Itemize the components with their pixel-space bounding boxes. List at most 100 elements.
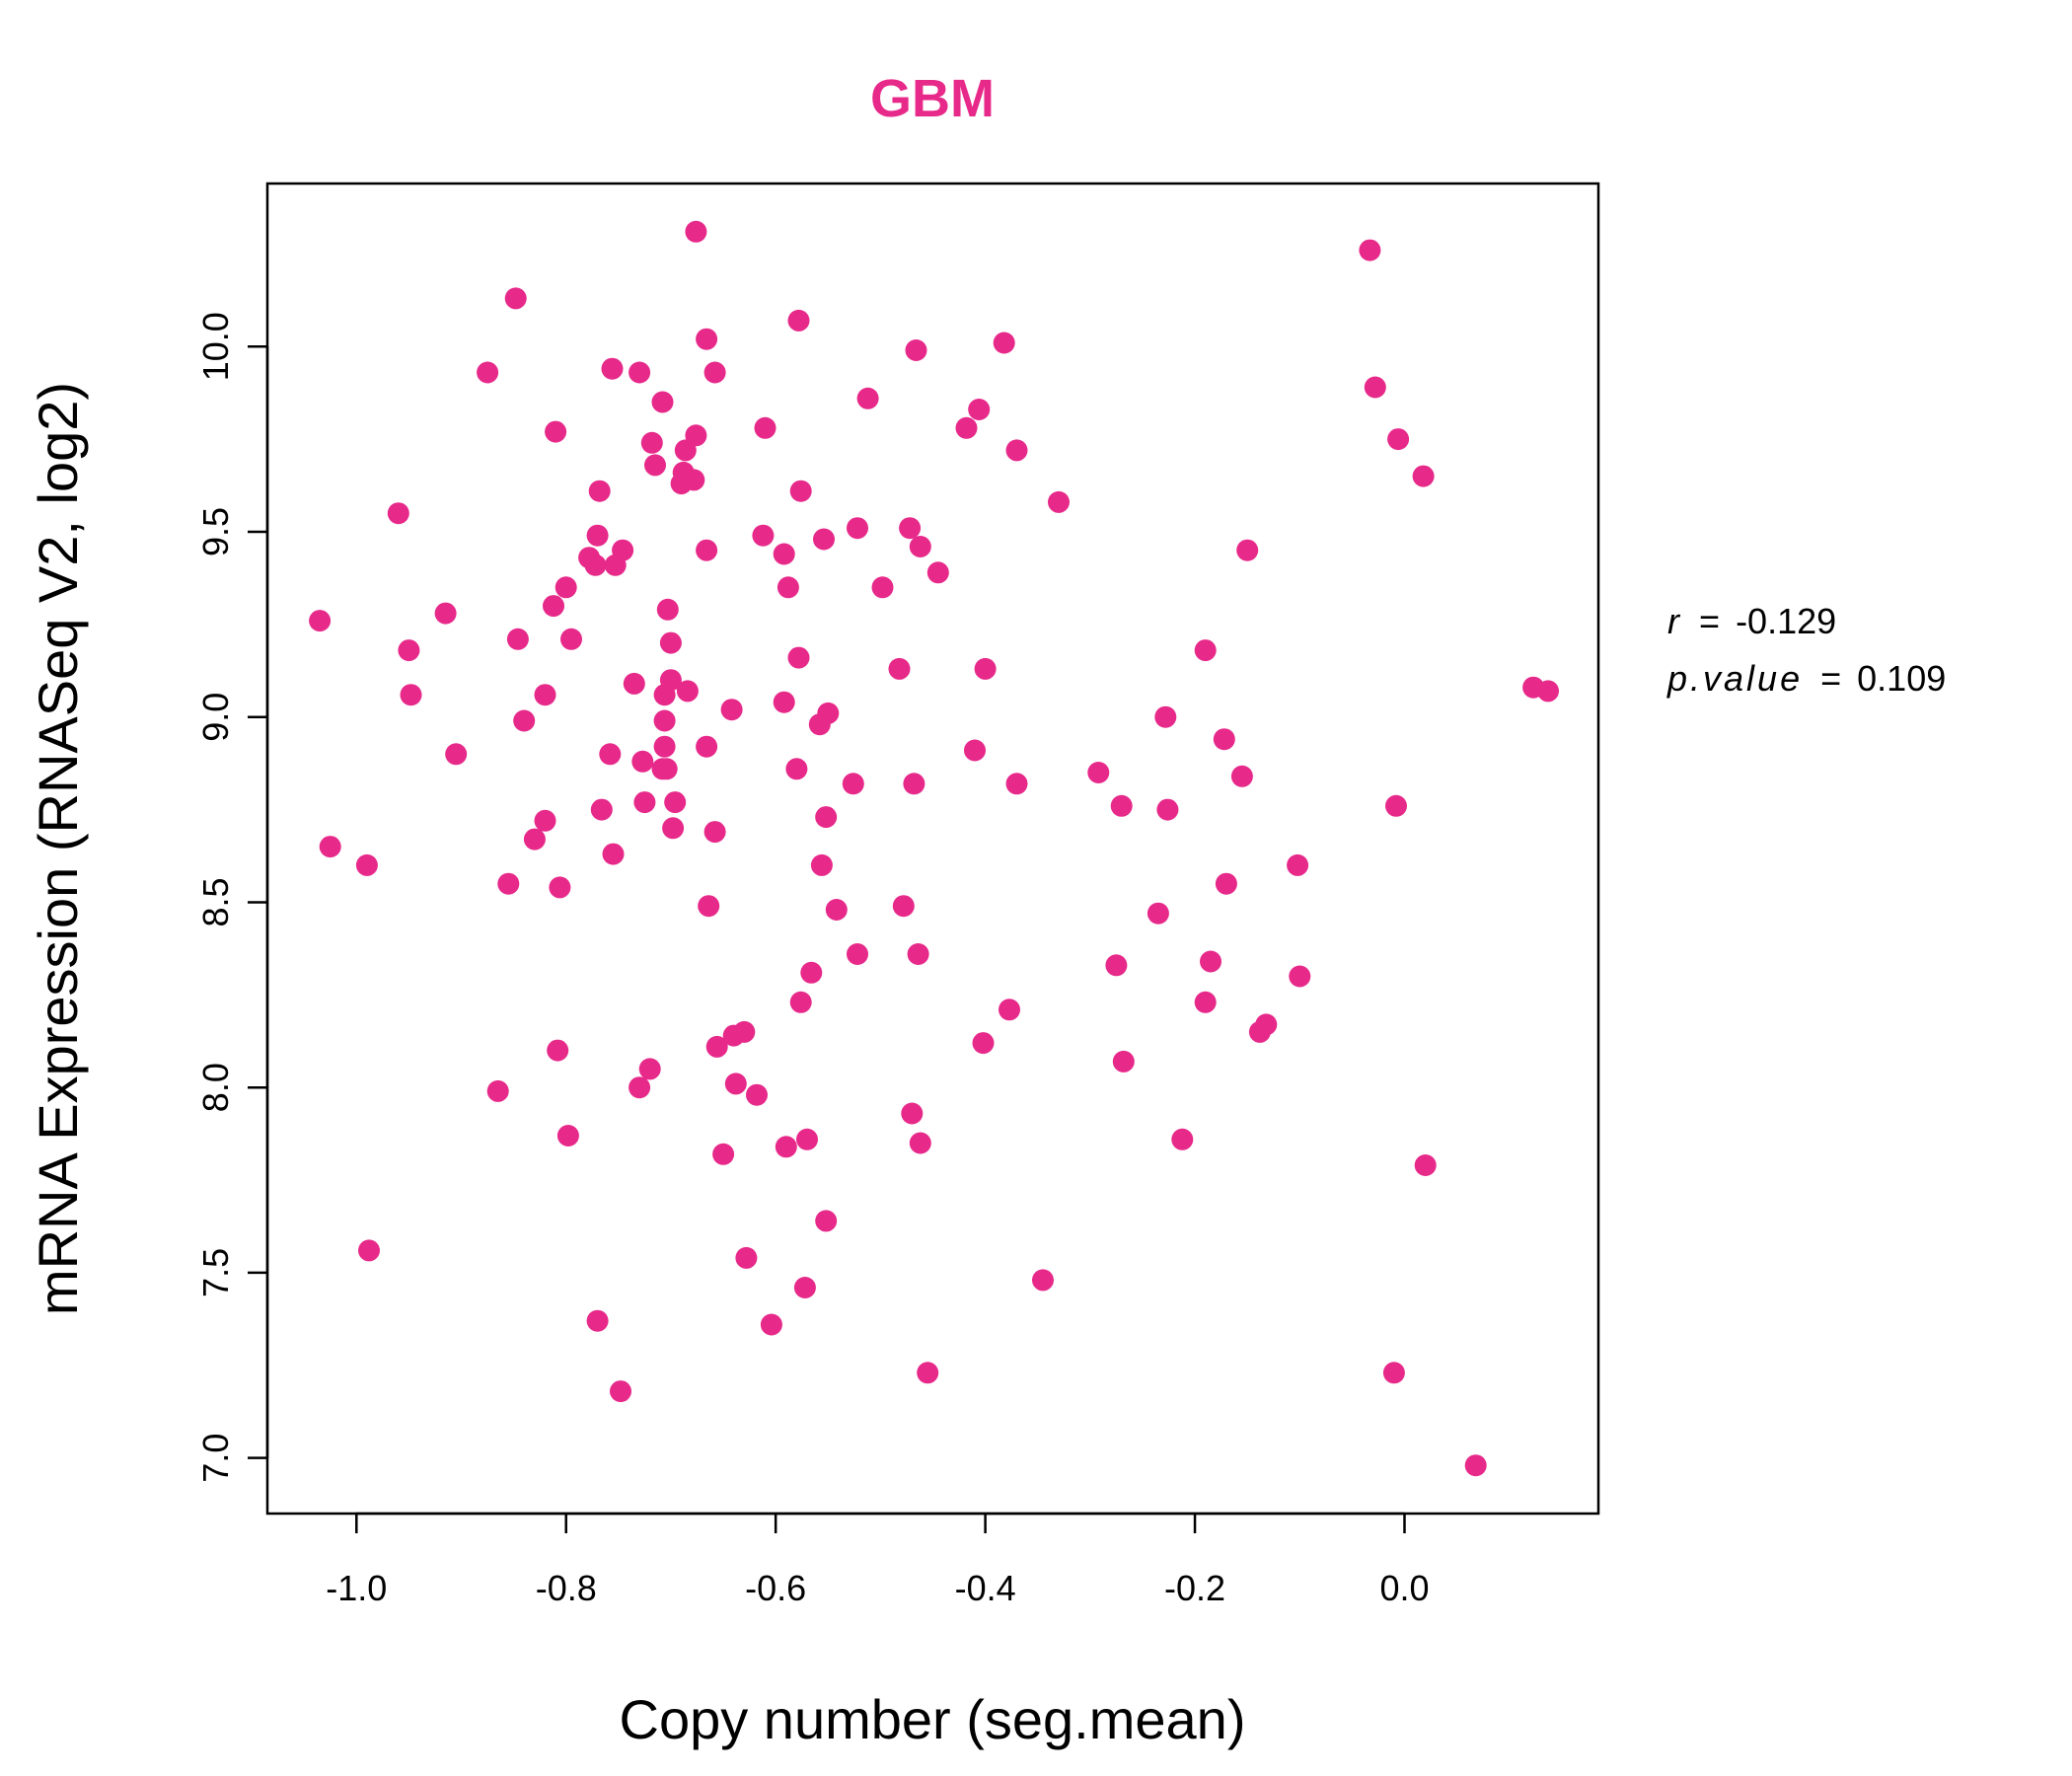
p-equals: = bbox=[1820, 658, 1841, 699]
y-tick-label-3: 8.5 bbox=[195, 877, 236, 926]
data-point-131 bbox=[1154, 705, 1177, 728]
data-point-16 bbox=[534, 809, 556, 832]
data-point-81 bbox=[773, 691, 795, 713]
r-equals: = bbox=[1699, 601, 1720, 641]
data-point-27 bbox=[586, 524, 609, 547]
data-point-14 bbox=[513, 709, 536, 732]
data-point-63 bbox=[696, 328, 718, 350]
data-point-15 bbox=[523, 828, 546, 851]
y-axis-title: mRNA Expression (RNASeq V2, log2) bbox=[27, 382, 89, 1315]
data-point-147 bbox=[1382, 1362, 1405, 1384]
data-point-115 bbox=[955, 416, 978, 439]
data-point-135 bbox=[1194, 991, 1217, 1013]
data-point-19 bbox=[545, 420, 567, 443]
data-point-24 bbox=[560, 628, 582, 650]
r-label: r bbox=[1667, 601, 1681, 641]
data-point-87 bbox=[789, 480, 812, 502]
y-axis: 7.0 7.5 8.0 8.5 9.0 9.5 10.0 bbox=[195, 312, 269, 1483]
data-point-86 bbox=[787, 309, 810, 332]
p-label: p.value bbox=[1666, 658, 1803, 699]
x-tick-label-5: 0.0 bbox=[1379, 1568, 1429, 1608]
data-point-83 bbox=[777, 576, 799, 599]
data-point-41 bbox=[629, 1076, 651, 1099]
data-point-64 bbox=[696, 539, 718, 561]
data-point-150 bbox=[1412, 465, 1435, 487]
data-point-76 bbox=[746, 1083, 768, 1106]
data-point-53 bbox=[659, 669, 682, 692]
data-point-121 bbox=[999, 999, 1020, 1021]
data-point-119 bbox=[974, 657, 997, 680]
data-point-139 bbox=[1230, 765, 1253, 787]
data-point-55 bbox=[664, 791, 687, 814]
data-point-104 bbox=[888, 657, 911, 680]
data-point-108 bbox=[903, 773, 925, 795]
data-point-36 bbox=[612, 539, 634, 561]
y-tick-label-5: 9.5 bbox=[195, 507, 236, 556]
data-point-35 bbox=[610, 1380, 631, 1403]
plot-frame bbox=[265, 182, 1600, 1516]
data-point-45 bbox=[651, 391, 674, 413]
data-point-22 bbox=[555, 576, 577, 599]
data-point-111 bbox=[909, 536, 931, 557]
y-tick-label-0: 7.0 bbox=[195, 1434, 236, 1483]
data-point-8 bbox=[445, 743, 468, 766]
x-axis: -1.0 -0.8 -0.6 -0.4 -0.2 0.0 bbox=[326, 1512, 1430, 1608]
data-point-91 bbox=[800, 961, 823, 984]
data-point-33 bbox=[602, 843, 625, 865]
y-tick-label-4: 9.0 bbox=[195, 693, 236, 742]
data-point-148 bbox=[1385, 794, 1407, 817]
data-point-89 bbox=[793, 1277, 816, 1298]
data-point-70 bbox=[712, 1143, 735, 1165]
data-point-126 bbox=[1087, 762, 1110, 783]
svg-text:p.value = 0.109: p.value = 0.109 bbox=[1666, 658, 1946, 699]
data-point-48 bbox=[653, 709, 676, 732]
data-point-10 bbox=[486, 1079, 509, 1102]
data-point-62 bbox=[685, 220, 707, 243]
data-point-26 bbox=[584, 554, 607, 576]
data-point-145 bbox=[1359, 239, 1381, 261]
data-point-137 bbox=[1213, 728, 1235, 751]
data-point-109 bbox=[905, 339, 927, 361]
data-point-75 bbox=[735, 1246, 758, 1269]
data-point-151 bbox=[1414, 1154, 1437, 1176]
data-point-82 bbox=[775, 1136, 797, 1158]
data-point-94 bbox=[813, 528, 835, 551]
data-point-3 bbox=[358, 1239, 380, 1262]
data-point-90 bbox=[796, 1128, 818, 1150]
data-point-122 bbox=[1005, 439, 1028, 462]
data-point-127 bbox=[1105, 954, 1128, 977]
data-point-9 bbox=[477, 361, 499, 384]
data-point-30 bbox=[586, 1309, 609, 1332]
x-tick-label-3: -0.4 bbox=[955, 1568, 1016, 1608]
data-point-42 bbox=[638, 1058, 661, 1080]
data-point-74 bbox=[733, 1020, 756, 1043]
data-point-21 bbox=[549, 876, 571, 899]
data-point-65 bbox=[696, 735, 718, 758]
data-point-4 bbox=[387, 502, 409, 525]
data-point-52 bbox=[659, 631, 682, 654]
points-layer bbox=[309, 220, 1559, 1477]
data-point-18 bbox=[543, 595, 564, 618]
data-point-99 bbox=[842, 773, 864, 795]
data-point-20 bbox=[547, 1039, 569, 1062]
data-point-146 bbox=[1364, 376, 1386, 399]
data-point-51 bbox=[656, 598, 679, 621]
data-point-138 bbox=[1215, 872, 1237, 895]
x-axis-title: Copy number (seg.mean) bbox=[620, 1688, 1246, 1750]
data-point-69 bbox=[705, 1035, 728, 1058]
data-point-23 bbox=[556, 1125, 579, 1147]
data-point-93 bbox=[810, 853, 833, 876]
data-point-5 bbox=[398, 639, 420, 662]
data-point-7 bbox=[434, 602, 457, 625]
data-point-144 bbox=[1289, 965, 1311, 988]
data-point-106 bbox=[899, 517, 922, 540]
data-point-85 bbox=[787, 646, 810, 669]
data-point-12 bbox=[504, 287, 527, 310]
y-tick-label-2: 8.0 bbox=[195, 1063, 236, 1112]
data-point-6 bbox=[400, 684, 422, 706]
data-point-110 bbox=[907, 943, 929, 965]
data-point-43 bbox=[640, 431, 663, 454]
data-point-116 bbox=[964, 739, 986, 762]
data-point-143 bbox=[1287, 853, 1309, 876]
data-point-101 bbox=[847, 943, 868, 965]
